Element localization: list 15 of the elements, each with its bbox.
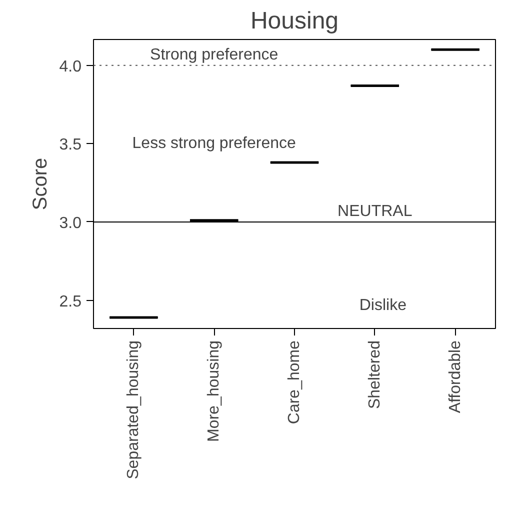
ref-line-label: NEUTRAL xyxy=(338,202,412,220)
x-tick-label: Separated_housing xyxy=(125,340,142,480)
x-tick-label: Sheltered xyxy=(366,340,384,409)
annotation: Less strong preference xyxy=(132,135,296,152)
x-tick-label: More_housing xyxy=(206,340,223,442)
y-tick-label: 3.0 xyxy=(59,214,82,232)
annotation: Dislike xyxy=(359,296,407,314)
y-tick-label: 3.5 xyxy=(59,136,82,154)
y-tick-label: 4.0 xyxy=(59,58,82,76)
chart-title: Housing xyxy=(250,8,339,34)
y-axis-title: Score xyxy=(29,158,52,210)
x-tick-label: Affordable xyxy=(446,340,464,414)
x-tick-label: Care_home xyxy=(286,340,303,424)
y-tick-label: 2.5 xyxy=(59,293,82,310)
ref-line-label: Strong preference xyxy=(150,46,278,64)
